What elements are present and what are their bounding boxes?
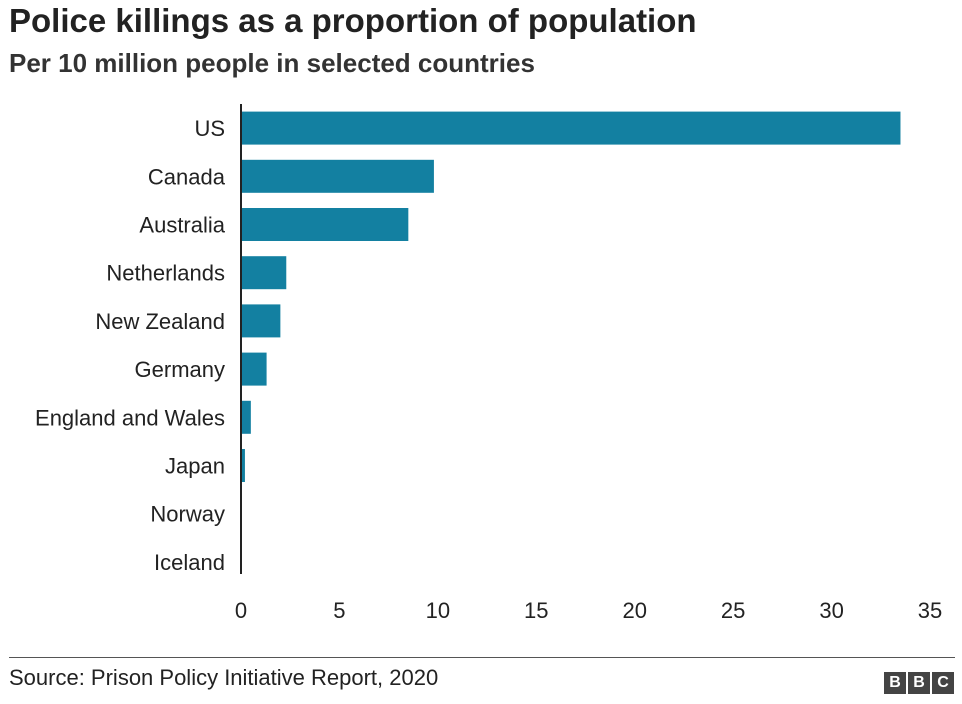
x-tick-label-30: 30	[819, 598, 843, 623]
category-label-iceland: Iceland	[154, 550, 225, 575]
x-tick-label-15: 15	[524, 598, 548, 623]
bar-england-and-wales	[241, 400, 251, 434]
category-label-norway: Norway	[150, 502, 225, 527]
footer-divider	[9, 657, 955, 658]
logo-letter-b2: B	[908, 672, 930, 694]
bar-new-zealand	[241, 304, 281, 338]
category-label-netherlands: Netherlands	[106, 261, 225, 286]
chart-title: Police killings as a proportion of popul…	[9, 2, 697, 39]
x-tick-label-10: 10	[426, 598, 450, 623]
x-tick-label-25: 25	[721, 598, 745, 623]
bar-us	[241, 111, 901, 145]
bbc-logo: B B C	[884, 672, 954, 694]
bar-canada	[241, 159, 434, 193]
category-label-canada: Canada	[148, 164, 226, 189]
source-note: Source: Prison Policy Initiative Report,…	[9, 665, 439, 690]
bar-netherlands	[241, 256, 287, 290]
category-label-australia: Australia	[139, 213, 225, 238]
bar-germany	[241, 352, 267, 386]
x-tick-label-0: 0	[235, 598, 247, 623]
category-label-us: US	[194, 116, 225, 141]
category-label-japan: Japan	[165, 454, 225, 479]
bar-chart: US Canada Australia Netherlands New Zealand G…	[35, 104, 942, 623]
category-label-england-and-wales: England and Wales	[35, 405, 225, 430]
category-label-new-zealand: New Zealand	[95, 309, 225, 334]
bar-australia	[241, 208, 409, 241]
logo-letter-c: C	[932, 672, 954, 694]
logo-letter-b1: B	[884, 672, 906, 694]
x-tick-label-20: 20	[622, 598, 646, 623]
bar-japan	[241, 449, 245, 482]
x-tick-label-5: 5	[333, 598, 345, 623]
category-label-germany: Germany	[135, 357, 225, 382]
chart-subtitle: Per 10 million people in selected countr…	[9, 48, 535, 78]
x-tick-label-35: 35	[918, 598, 942, 623]
